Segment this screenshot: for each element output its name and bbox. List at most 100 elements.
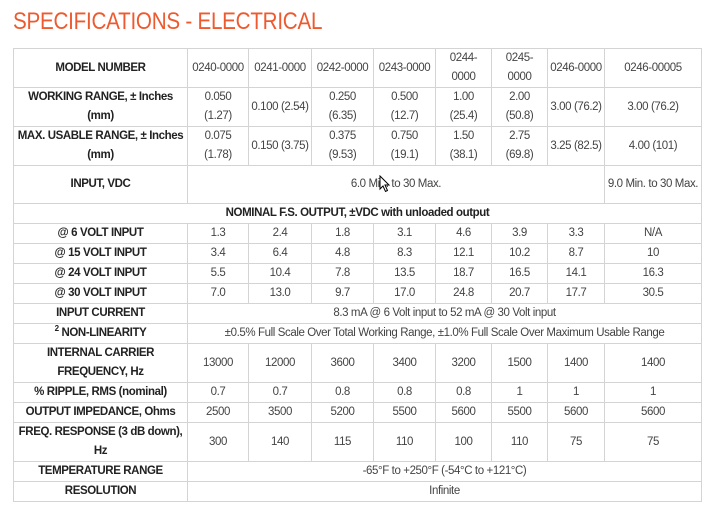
row-label: OUTPUT IMPEDANCE, Ohms <box>13 402 188 423</box>
value-cell: 110 <box>373 422 436 462</box>
value-cell: 5600 <box>604 402 702 423</box>
value-cell: 3.00 (76.2) <box>604 87 702 127</box>
value-cell: 140 <box>248 422 312 462</box>
value-cell: 0.050 (1.27) <box>187 87 249 127</box>
table-row: INPUT CURRENT 8.3 mA @ 6 Volt input to 52… <box>13 303 702 324</box>
value-cell: -65°F to +250°F (-54°C to +121°C) <box>187 461 702 482</box>
value-cell: 5600 <box>435 402 492 423</box>
table-row: INTERNAL CARRIER FREQUENCY, Hz 13000 12000… <box>13 343 702 383</box>
value-cell: 0241-0000 <box>248 48 312 88</box>
value-cell: 6.0 Min. to 30 Max. <box>187 165 605 204</box>
value-cell: 2.00 (50.8) <box>491 87 548 127</box>
value-cell: 75 <box>547 422 605 462</box>
footnote-marker: 2 <box>54 324 59 334</box>
value-cell: N/A <box>604 223 702 244</box>
table-row: @ 6 VOLT INPUT 1.3 2.4 1.8 3.1 4.6 3.9 3.3 N/A <box>13 223 702 244</box>
value-cell: 3.4 <box>187 243 249 264</box>
value-cell: 20.7 <box>491 283 548 304</box>
row-label: INTERNAL CARRIER FREQUENCY, Hz <box>13 343 188 383</box>
table-row: MAX. USABLE RANGE, ± Inches (mm) 0.075 (1… <box>13 126 702 166</box>
table-row: 2 NON-LINEARITY ±0.5% Full Scale Over Tot… <box>13 323 702 344</box>
value-cell: 0.100 (2.54) <box>248 87 312 127</box>
value-cell: 3.25 (82.5) <box>547 126 605 166</box>
table-row: TEMPERATURE RANGE -65°F to +250°F (-54°C … <box>13 461 702 482</box>
row-label: @ 30 VOLT INPUT <box>13 283 188 304</box>
mouse-pointer-icon <box>379 175 391 193</box>
value-cell: 0246-0000 <box>547 48 605 88</box>
value-cell: 4.8 <box>311 243 374 264</box>
value-cell: 115 <box>311 422 374 462</box>
table-row: % RIPPLE, RMS (nominal) 0.7 0.7 0.8 0.8 0.8 1 1… <box>13 382 702 403</box>
value-cell: 7.0 <box>187 283 249 304</box>
value-cell: 300 <box>187 422 249 462</box>
row-label: MAX. USABLE RANGE, ± Inches (mm) <box>13 126 188 166</box>
value-cell: 1 <box>547 382 605 403</box>
row-label: 2 NON-LINEARITY <box>13 323 188 344</box>
value-cell: 0.8 <box>311 382 374 403</box>
table-row: OUTPUT IMPEDANCE, Ohms 2500 3500 5200 5500 56… <box>13 402 702 423</box>
value-cell: 5600 <box>547 402 605 423</box>
value-cell: 1.50 (38.1) <box>435 126 492 166</box>
value-cell: 24.8 <box>435 283 492 304</box>
value-cell: 10 <box>604 243 702 264</box>
value-cell: 0244-0000 <box>435 48 492 88</box>
row-label: @ 6 VOLT INPUT <box>13 223 188 244</box>
table-row: WORKING RANGE, ± Inches (mm) 0.050 (1.27)… <box>13 87 702 127</box>
value-cell: 0246-00005 <box>604 48 702 88</box>
value-cell: 5500 <box>491 402 548 423</box>
value-cell: 3.3 <box>547 223 605 244</box>
electrical-specifications-table: MODEL NUMBER 0240-0000 0241-0000 0242-0000 0… <box>13 48 702 502</box>
value-cell: 8.7 <box>547 243 605 264</box>
value-cell: 8.3 mA @ 6 Volt input to 52 mA @ 30 Volt… <box>187 303 702 324</box>
row-label: RESOLUTION <box>13 481 188 502</box>
table-row: RESOLUTION Infinite <box>13 481 702 502</box>
value-cell: 0.075 (1.78) <box>187 126 249 166</box>
value-cell: 12000 <box>248 343 312 383</box>
row-label: INPUT, VDC <box>13 165 188 204</box>
value-cell: 75 <box>604 422 702 462</box>
row-label: @ 15 VOLT INPUT <box>13 243 188 264</box>
value-cell: 0243-0000 <box>373 48 436 88</box>
value-cell: 1400 <box>547 343 605 383</box>
value-cell: 100 <box>435 422 492 462</box>
value-cell: 13000 <box>187 343 249 383</box>
value-cell: 5.5 <box>187 263 249 284</box>
value-cell: 0242-0000 <box>311 48 374 88</box>
value-cell: 1 <box>491 382 548 403</box>
value-cell: 3500 <box>248 402 312 423</box>
value-cell: 12.1 <box>435 243 492 264</box>
value-cell: 9.7 <box>311 283 374 304</box>
value-cell: 1.00 (25.4) <box>435 87 492 127</box>
value-cell: 10.4 <box>248 263 312 284</box>
value-cell: 16.3 <box>604 263 702 284</box>
value-cell: 1 <box>604 382 702 403</box>
value-cell: 5200 <box>311 402 374 423</box>
value-cell: 1500 <box>491 343 548 383</box>
value-cell: 5500 <box>373 402 436 423</box>
value-cell: 30.5 <box>604 283 702 304</box>
value-cell: 4.6 <box>435 223 492 244</box>
row-label: MODEL NUMBER <box>13 48 188 88</box>
value-cell: 2.4 <box>248 223 312 244</box>
value-cell: 13.0 <box>248 283 312 304</box>
row-label: INPUT CURRENT <box>13 303 188 324</box>
value-cell: 18.7 <box>435 263 492 284</box>
value-cell: 6.4 <box>248 243 312 264</box>
table-row: @ 24 VOLT INPUT 5.5 10.4 7.8 13.5 18.7 16.5 14.… <box>13 263 702 284</box>
value-cell: 9.0 Min. to 30 Max. <box>604 165 702 204</box>
value-cell: 3.1 <box>373 223 436 244</box>
value-cell: 3.9 <box>491 223 548 244</box>
row-label: @ 24 VOLT INPUT <box>13 263 188 284</box>
section-title: NOMINAL F.S. OUTPUT, ±VDC with unloaded … <box>13 203 702 224</box>
value-cell: 0.8 <box>373 382 436 403</box>
value-cell: 17.7 <box>547 283 605 304</box>
value-cell: 0.375 (9.53) <box>311 126 374 166</box>
page-title: SPECIFICATIONS - ELECTRICAL <box>13 8 323 35</box>
value-cell: ±0.5% Full Scale Over Total Working Rang… <box>187 323 702 344</box>
value-cell: 14.1 <box>547 263 605 284</box>
table-row: @ 30 VOLT INPUT 7.0 13.0 9.7 17.0 24.8 20.7 17.… <box>13 283 702 304</box>
value-cell: 3.00 (76.2) <box>547 87 605 127</box>
value-cell: 0240-0000 <box>187 48 249 88</box>
value-cell: 10.2 <box>491 243 548 264</box>
row-label: WORKING RANGE, ± Inches (mm) <box>13 87 188 127</box>
